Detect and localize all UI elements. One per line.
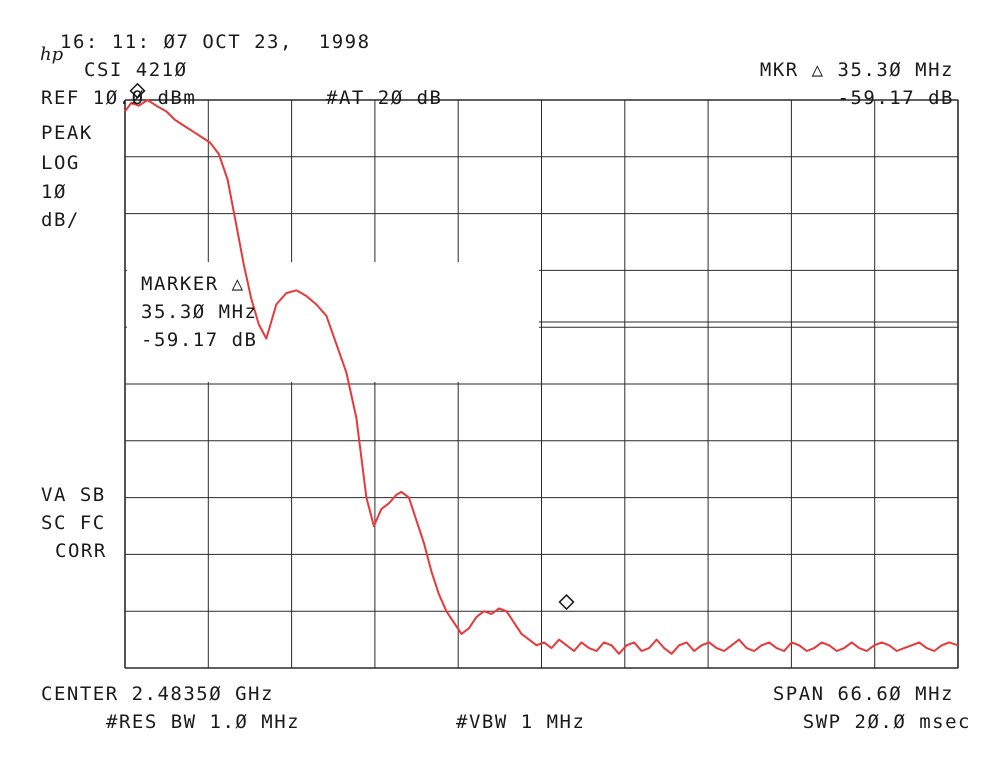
va-sb-label: VA SB <box>41 484 106 506</box>
spectrum-trace <box>124 99 959 655</box>
mode-label: PEAK <box>41 122 93 144</box>
marker-readout-value: -59.17 dB <box>837 87 954 109</box>
vbw: #VBW 1 MHz <box>456 711 586 733</box>
sc-fc-label: SC FC <box>41 512 106 534</box>
scale-type-label: LOG <box>41 152 80 174</box>
marker-box-freq: 35.3Ø MHz <box>141 301 258 323</box>
delta-marker-diamond <box>558 593 575 611</box>
hp-logo: hp <box>40 44 64 65</box>
marker-annotation-box <box>127 262 539 382</box>
scale-unit-label: dB/ <box>41 209 80 231</box>
marker-box-title: MARKER △ <box>141 273 245 295</box>
model-label: CSI 421Ø <box>84 59 188 81</box>
scale-value-label: 1Ø <box>41 181 67 203</box>
corr-label: CORR <box>55 540 107 562</box>
marker-box-delta: -59.17 dB <box>141 329 258 351</box>
attenuation: #AT 2Ø dB <box>326 87 443 109</box>
sweep-time: SWP 2Ø.Ø msec <box>802 711 971 733</box>
span: SPAN 66.6Ø MHz <box>772 683 954 705</box>
reference-marker-diamond <box>129 82 146 99</box>
timestamp: 16: 11: Ø7 OCT 23, 1998 <box>60 31 371 53</box>
marker-readout-label: MKR △ 35.3Ø MHz <box>759 59 954 81</box>
res-bw: #RES BW 1.Ø MHz <box>106 711 301 733</box>
ref-level: REF 1Ø.Ø dBm <box>41 87 197 109</box>
center-freq: CENTER 2.4835Ø GHz <box>41 683 274 705</box>
